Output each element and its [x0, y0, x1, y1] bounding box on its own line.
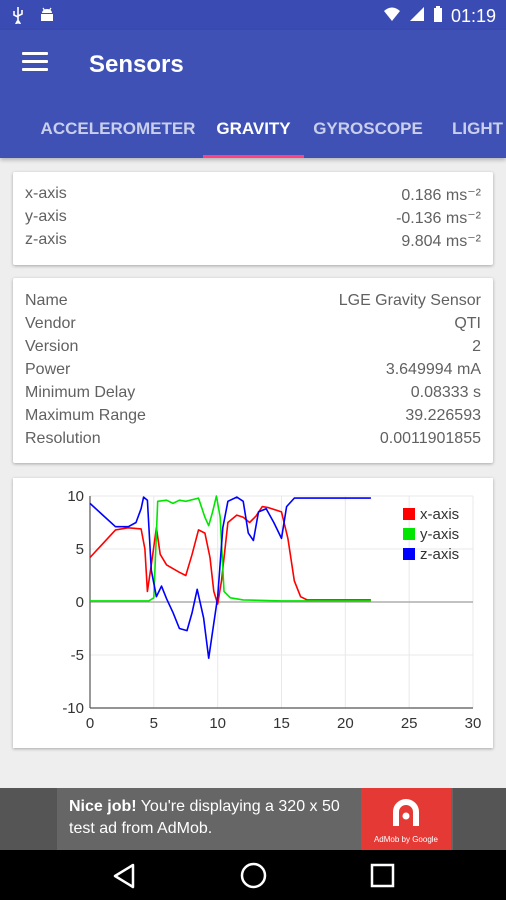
info-label: Vendor: [25, 315, 76, 332]
sensor-info-card: Name LGE Gravity Sensor Vendor QTI Versi…: [13, 278, 493, 463]
info-label: Resolution: [25, 430, 101, 447]
info-row-max-range: Maximum Range 39.226593: [25, 407, 481, 430]
axis-label: z-axis: [25, 231, 67, 248]
legend-label-y-axis: y-axis: [420, 526, 459, 543]
x-tick-label: 15: [273, 715, 290, 732]
y-tick-label: 0: [76, 594, 84, 611]
x-tick-label: 20: [337, 715, 354, 732]
info-value: QTI: [454, 315, 481, 332]
axis-label: y-axis: [25, 208, 67, 225]
back-icon[interactable]: [112, 863, 136, 894]
ad-text[interactable]: Nice job! You're displaying a 320 x 50 t…: [69, 796, 359, 840]
y-tick-label: -10: [62, 700, 84, 717]
status-bar: 01:19: [0, 0, 506, 30]
y-tick-label: 5: [76, 541, 84, 558]
series-line-z-axis: [89, 496, 371, 659]
legend-swatch-y-axis: [403, 528, 415, 540]
recent-apps-icon[interactable]: [370, 863, 395, 893]
tab-light[interactable]: LIGHT: [452, 119, 503, 138]
x-tick-label: 5: [150, 715, 158, 732]
info-value: 2: [472, 338, 481, 355]
info-label: Name: [25, 292, 68, 309]
signal-icon: [409, 6, 425, 27]
android-debug-icon: [38, 6, 56, 29]
x-tick-label: 0: [86, 715, 94, 732]
navigation-bar: [0, 850, 506, 900]
admob-badge-text: AdMob by Google: [373, 835, 439, 844]
info-value: 0.0011901855: [379, 430, 481, 447]
active-tab-indicator: [203, 155, 304, 158]
legend-swatch-z-axis: [403, 548, 415, 560]
graph-card: 10 5 0 -5 -10 0 5 10 15 20 25 30 x-axis y-axis z-axis: [13, 478, 493, 748]
axis-value: 0.186 ms⁻²: [401, 187, 481, 204]
tab-gyroscope[interactable]: GYROSCOPE: [313, 119, 423, 138]
tab-bar: ACCELEROMETER GRAVITY GYROSCOPE LIGHT: [0, 110, 506, 158]
home-icon[interactable]: [240, 862, 267, 894]
info-row-version: Version 2: [25, 338, 481, 361]
info-value: 39.226593: [405, 407, 481, 424]
menu-icon[interactable]: [22, 52, 48, 74]
axis-row-z: z-axis 9.804 ms⁻²: [25, 231, 481, 254]
admob-icon: [393, 799, 419, 826]
tab-gravity[interactable]: GRAVITY: [216, 119, 291, 138]
tab-accelerometer[interactable]: ACCELEROMETER: [40, 119, 196, 138]
page-title: Sensors: [89, 51, 184, 78]
battery-icon: [433, 5, 443, 28]
admob-logo[interactable]: AdMob by Google: [361, 788, 451, 850]
legend-label-x-axis: x-axis: [420, 506, 459, 523]
info-value: 3.649994 mA: [385, 361, 481, 378]
status-time: 01:19: [450, 6, 496, 26]
info-row-power: Power 3.649994 mA: [25, 361, 481, 384]
usb-icon: [12, 6, 24, 29]
info-label: Maximum Range: [25, 407, 146, 424]
series-line-y-axis: [90, 495, 371, 602]
info-label: Minimum Delay: [25, 384, 136, 401]
info-value: 0.08333 s: [410, 384, 481, 401]
info-label: Power: [25, 361, 71, 378]
axis-value: -0.136 ms⁻²: [396, 210, 481, 227]
y-tick-label: 10: [67, 488, 84, 505]
info-row-min-delay: Minimum Delay 0.08333 s: [25, 384, 481, 407]
info-label: Version: [25, 338, 79, 355]
info-row-resolution: Resolution 0.0011901855: [25, 430, 481, 453]
axis-row-y: y-axis -0.136 ms⁻²: [25, 208, 481, 231]
axes-card: x-axis 0.186 ms⁻² y-axis -0.136 ms⁻² z-a…: [13, 172, 493, 265]
ad-body: You're displaying a 320 x 50 test ad fro…: [69, 798, 340, 837]
x-tick-label: 10: [209, 715, 226, 732]
wifi-icon: [383, 6, 401, 27]
info-value: LGE Gravity Sensor: [338, 292, 481, 309]
info-row-name: Name LGE Gravity Sensor: [25, 292, 481, 315]
x-tick-label: 30: [465, 715, 482, 732]
y-tick-label: -5: [71, 647, 84, 664]
series-line-x-axis: [89, 505, 371, 605]
ad-content[interactable]: Nice job! You're displaying a 320 x 50 t…: [57, 788, 453, 850]
legend-swatch-x-axis: [403, 508, 415, 520]
ad-banner[interactable]: Nice job! You're displaying a 320 x 50 t…: [0, 788, 506, 850]
axis-label: x-axis: [25, 185, 67, 202]
ad-headline: Nice job!: [69, 798, 137, 815]
app-bar: Sensors ACCELEROMETER GRAVITY GYROSCOPE …: [0, 30, 506, 158]
x-tick-label: 25: [401, 715, 418, 732]
legend-label-z-axis: z-axis: [420, 546, 459, 563]
axis-row-x: x-axis 0.186 ms⁻²: [25, 185, 481, 208]
axis-value: 9.804 ms⁻²: [401, 233, 481, 250]
info-row-vendor: Vendor QTI: [25, 315, 481, 338]
